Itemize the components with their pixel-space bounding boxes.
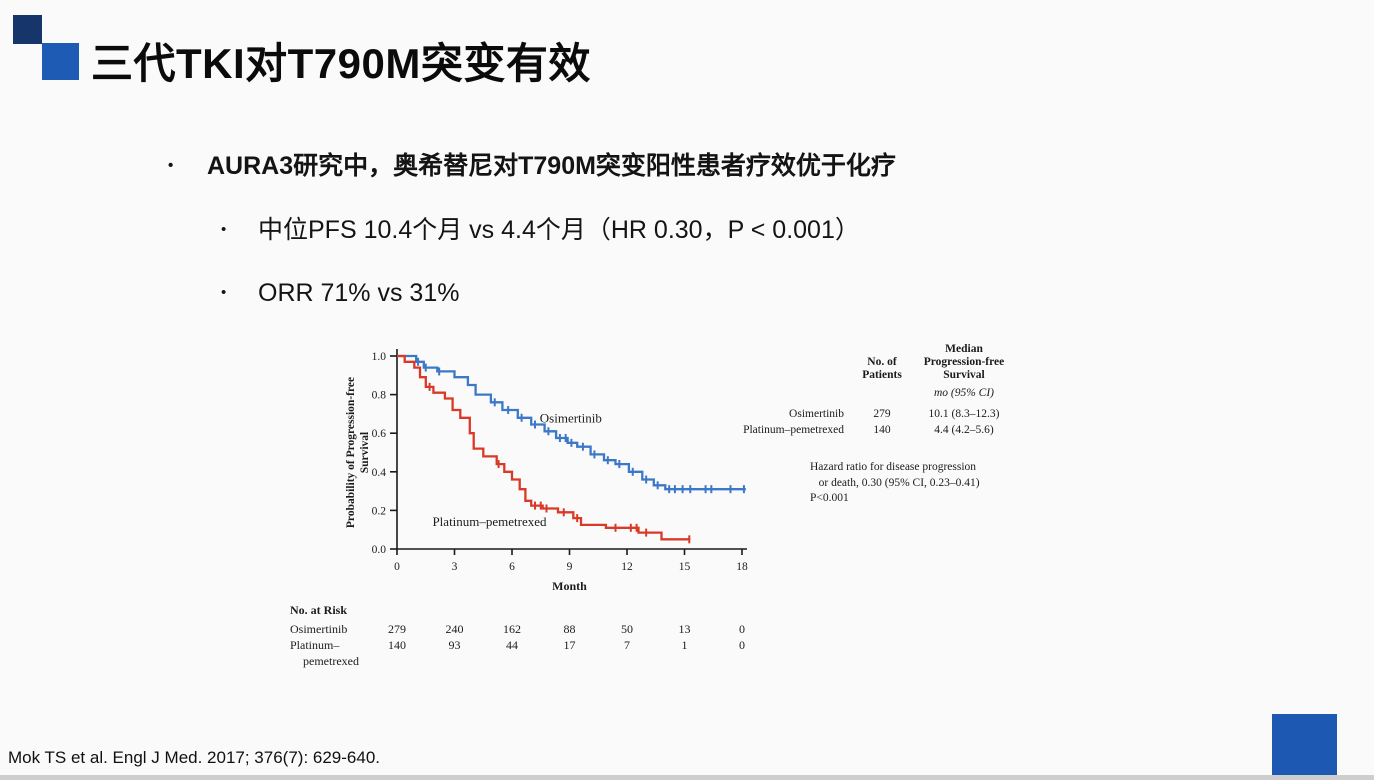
bullet-dot-icon: • <box>221 221 227 238</box>
bullet-sub-orr: • ORR 71% vs 31% <box>221 277 459 309</box>
svg-text:15: 15 <box>679 561 691 573</box>
svg-text:17: 17 <box>564 638 576 652</box>
svg-text:93: 93 <box>449 638 461 652</box>
svg-text:18: 18 <box>736 561 748 573</box>
svg-text:279: 279 <box>388 622 406 636</box>
svg-text:0: 0 <box>739 638 745 652</box>
svg-text:pemetrexed: pemetrexed <box>303 654 359 668</box>
svg-text:44: 44 <box>506 638 518 652</box>
svg-text:50: 50 <box>621 622 633 636</box>
summary-row-patients: 279 <box>873 408 891 420</box>
summary-row-label: Osimertinib <box>789 408 844 420</box>
bullet-main-text: AURA3研究中，奥希替尼对T790M突变阳性患者疗效优于化疗 <box>207 152 896 180</box>
summary-row-osimertinib: Osimertinib 279 10.1 (8.3–12.3) <box>718 406 1018 422</box>
bullet-main: • AURA3研究中，奥希替尼对T790M突变阳性患者疗效优于化疗 <box>168 150 896 182</box>
summary-header-median: Median Progression-free Survival <box>923 343 1005 381</box>
svg-text:0.2: 0.2 <box>372 505 387 517</box>
svg-text:140: 140 <box>388 638 406 652</box>
svg-text:6: 6 <box>509 561 515 573</box>
summary-table-unit-row: mo (95% CI) <box>718 387 1018 399</box>
deco-square-dark-icon <box>13 15 42 44</box>
svg-text:Osimertinib: Osimertinib <box>290 622 347 636</box>
svg-text:0.6: 0.6 <box>372 428 387 440</box>
svg-text:Platinum–: Platinum– <box>290 638 340 652</box>
svg-text:Osimertinib: Osimertinib <box>540 411 602 426</box>
summary-row-patients: 140 <box>873 424 891 436</box>
bullet-sub-pfs: • 中位PFS 10.4个月 vs 4.4个月（HR 0.30，P < 0.00… <box>221 214 860 246</box>
svg-text:Platinum–pemetrexed: Platinum–pemetrexed <box>432 514 547 529</box>
summary-row-median: 4.4 (4.2–5.6) <box>934 424 994 436</box>
kaplan-meier-chart: 1.0 0.8 0.6 0.4 0.2 0.0 0 3 6 9 12 15 18 Month Probabi… <box>290 349 748 668</box>
svg-text:13: 13 <box>679 622 691 636</box>
svg-text:7: 7 <box>624 638 630 652</box>
summary-unit-note: mo (95% CI) <box>933 387 995 399</box>
svg-text:0.0: 0.0 <box>372 544 387 556</box>
bullet-sub-orr-text: ORR 71% vs 31% <box>258 279 460 307</box>
svg-text:0.8: 0.8 <box>372 390 387 402</box>
deco-square-light-icon <box>42 43 79 80</box>
svg-text:162: 162 <box>503 622 521 636</box>
bullet-dot-icon: • <box>168 157 174 174</box>
svg-text:1: 1 <box>682 638 688 652</box>
hazard-ratio-annotation: Hazard ratio for disease progression or … <box>810 461 980 504</box>
svg-text:No. at Risk: No. at Risk <box>290 603 347 617</box>
summary-header-patients: No. of Patients <box>862 356 902 381</box>
svg-text:0.4: 0.4 <box>372 467 387 479</box>
bottom-strip <box>0 775 1374 780</box>
svg-text:Month: Month <box>552 579 587 593</box>
deco-square-corner-icon <box>1272 714 1337 776</box>
svg-text:12: 12 <box>621 561 633 573</box>
citation: Mok TS et al. Engl J Med. 2017; 376(7): … <box>8 748 381 767</box>
svg-text:88: 88 <box>564 622 576 636</box>
svg-text:Probability of Progression-fre: Probability of Progression-free Survival <box>345 377 371 528</box>
page-title: 三代TKI对T790M突变有效 <box>91 40 591 87</box>
summary-row-median: 10.1 (8.3–12.3) <box>928 408 1000 420</box>
summary-row-platinum: Platinum–pemetrexed 140 4.4 (4.2–5.6) <box>718 422 1018 438</box>
summary-table-header-row: No. of Patients Median Progression-free … <box>718 343 1018 382</box>
svg-text:1.0: 1.0 <box>372 351 387 363</box>
svg-text:240: 240 <box>446 622 464 636</box>
svg-text:3: 3 <box>452 561 458 573</box>
svg-text:0: 0 <box>739 622 745 636</box>
bullet-sub-pfs-text: 中位PFS 10.4个月 vs 4.4个月（HR 0.30，P < 0.001） <box>258 216 860 244</box>
svg-text:0: 0 <box>394 561 400 573</box>
summary-row-label: Platinum–pemetrexed <box>743 424 844 436</box>
bullet-dot-icon: • <box>221 284 227 301</box>
svg-text:9: 9 <box>567 561 573 573</box>
summary-table: No. of Patients Median Progression-free … <box>718 343 1018 438</box>
